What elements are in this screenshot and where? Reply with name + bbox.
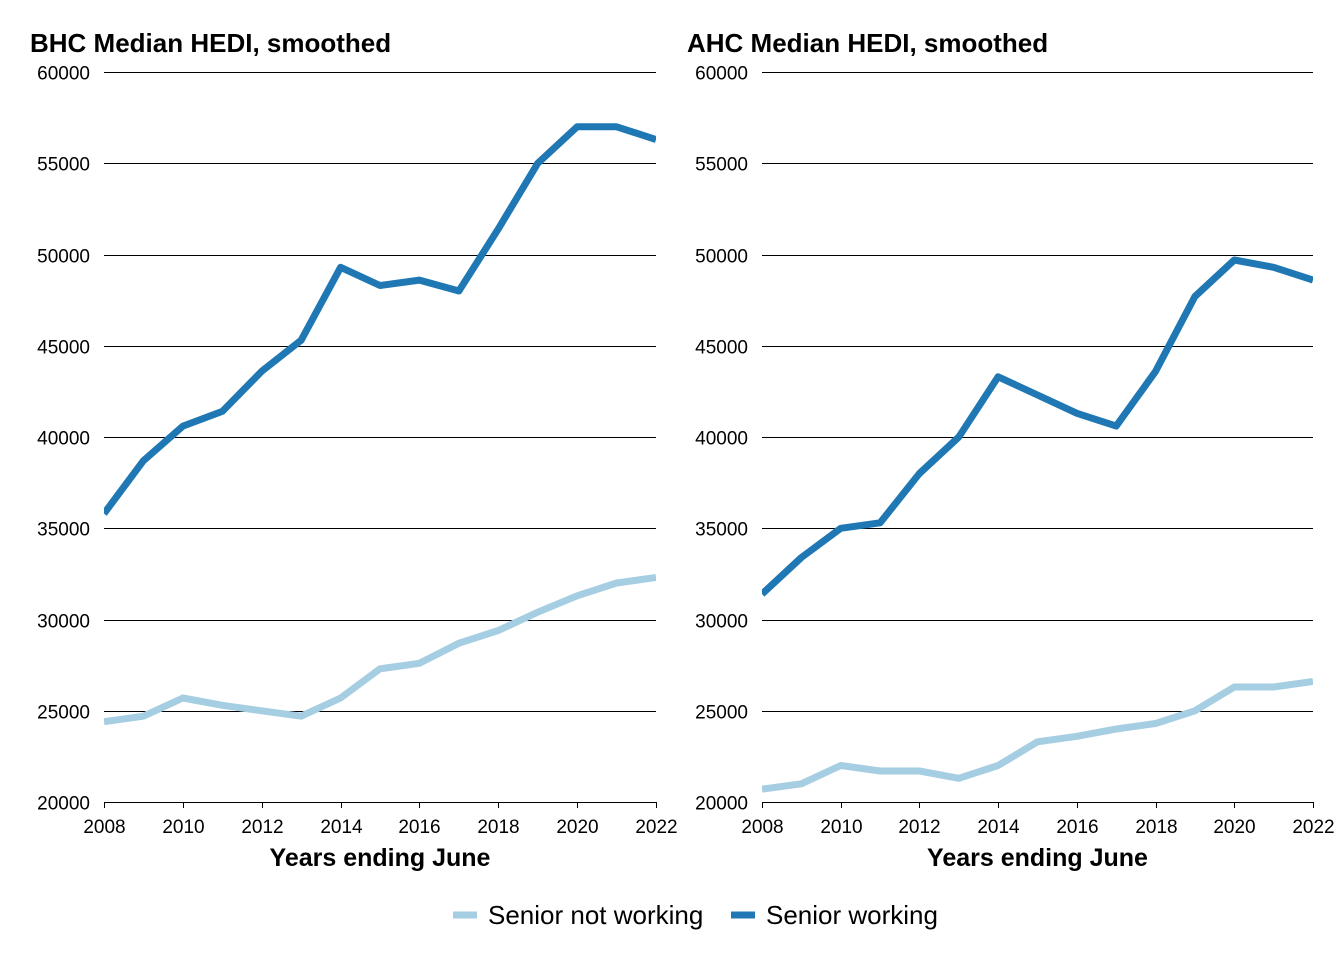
y-tick-label: 55000 xyxy=(695,155,748,176)
y-tick-label: 40000 xyxy=(695,429,748,450)
y-tick-label: 45000 xyxy=(37,338,90,359)
x-tick-label: 2016 xyxy=(398,817,440,838)
legend-label: Senior not working xyxy=(488,900,703,930)
y-tick-label: 30000 xyxy=(37,612,90,633)
x-axis-label: Years ending June xyxy=(270,844,491,872)
chart-panel-2: AHC Median HEDI, smoothed 20000 25000 30000… xyxy=(687,28,1335,872)
y-tick-label: 50000 xyxy=(695,247,748,268)
y-tick-label: 35000 xyxy=(695,520,748,541)
x-tick-label: 2020 xyxy=(1213,817,1255,838)
x-tick-label: 2014 xyxy=(320,817,363,838)
y-tick-label: 20000 xyxy=(695,794,748,815)
y-tick-label: 30000 xyxy=(695,612,748,633)
series-line-senior-not-working xyxy=(104,574,656,726)
y-tick-label: 20000 xyxy=(37,794,90,815)
y-tick-label: 40000 xyxy=(37,429,90,450)
series-line-senior-working xyxy=(104,123,656,516)
y-tick-label: 50000 xyxy=(37,247,90,268)
y-tick-label: 45000 xyxy=(695,338,748,359)
x-tick-label: 2016 xyxy=(1056,817,1098,838)
x-tick-label: 2008 xyxy=(741,817,783,838)
legend-label: Senior working xyxy=(766,900,938,930)
y-tick-label: 35000 xyxy=(37,520,90,541)
x-tick-label: 2018 xyxy=(1135,817,1177,838)
x-tick-label: 2018 xyxy=(477,817,519,838)
x-tick-label: 2010 xyxy=(820,817,862,838)
chart-title: AHC Median HEDI, smoothed xyxy=(687,28,1048,58)
x-tick-label: 2022 xyxy=(1292,817,1334,838)
y-tick-label: 25000 xyxy=(37,703,90,724)
x-tick-label: 2010 xyxy=(162,817,204,838)
x-tick-label: 2020 xyxy=(556,817,598,838)
x-tick-label: 2012 xyxy=(898,817,940,838)
chart-panel-1: BHC Median HEDI, smoothed 20000 25000 30000… xyxy=(30,28,678,872)
series-line-senior-not-working xyxy=(762,678,1313,793)
x-tick-label: 2022 xyxy=(635,817,677,838)
chart-title: BHC Median HEDI, smoothed xyxy=(30,28,391,58)
y-tick-label: 60000 xyxy=(37,64,90,85)
x-tick-label: 2008 xyxy=(83,817,125,838)
y-tick-label: 55000 xyxy=(37,155,90,176)
y-tick-label: 60000 xyxy=(695,64,748,85)
x-tick-label: 2014 xyxy=(977,817,1020,838)
series-line-senior-working xyxy=(762,256,1313,597)
y-tick-label: 25000 xyxy=(695,703,748,724)
x-axis-label: Years ending June xyxy=(927,844,1148,872)
legend: Senior not working Senior working xyxy=(453,900,938,930)
x-tick-label: 2012 xyxy=(241,817,283,838)
